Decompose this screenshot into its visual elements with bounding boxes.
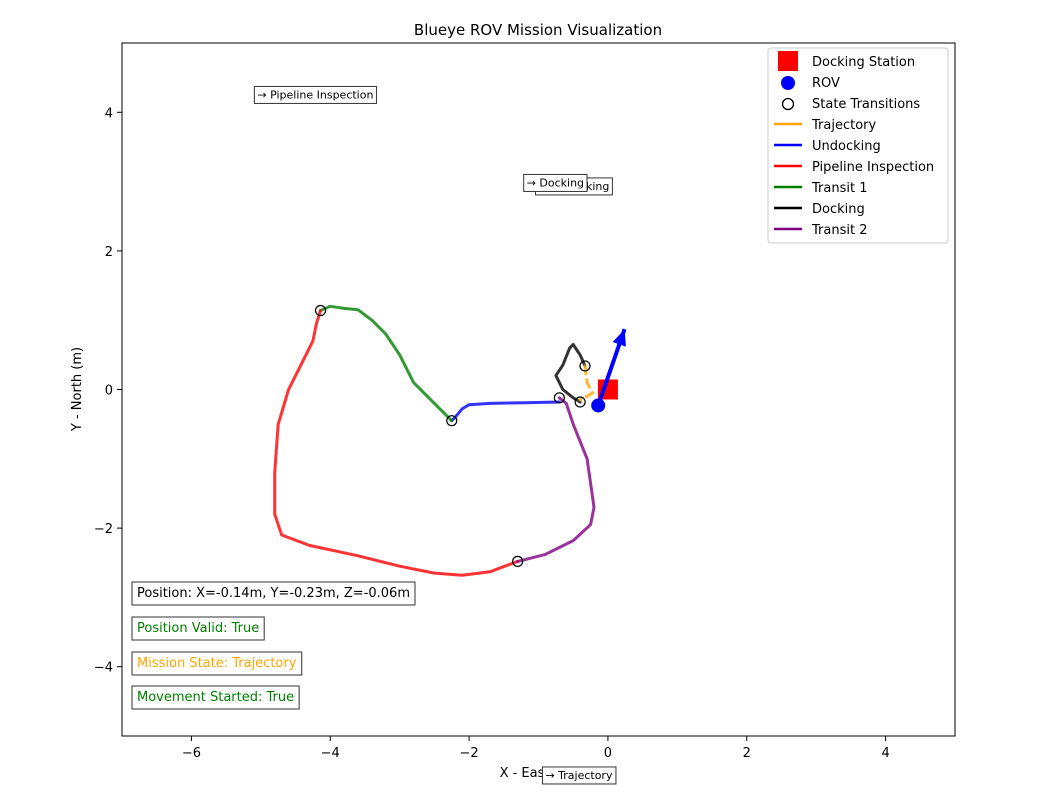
status-text-2: Position Valid: True bbox=[137, 621, 259, 636]
legend-box bbox=[767, 47, 949, 244]
x-tick-label: −2 bbox=[459, 746, 478, 761]
x-tick-label: −6 bbox=[182, 746, 201, 761]
state-transition-marker bbox=[446, 415, 458, 427]
series-transit-1-line bbox=[319, 304, 454, 423]
legend-docking-station-swatch bbox=[778, 51, 798, 71]
annotation-docking-box bbox=[523, 173, 588, 192]
series-pipeline-inspection-line bbox=[273, 309, 520, 577]
status-text-2-box bbox=[131, 616, 265, 641]
annotation-pipeline-inspection: → Pipeline Inspection bbox=[257, 88, 373, 101]
state-transition-marker bbox=[314, 304, 327, 317]
x-tick-label: 2 bbox=[743, 746, 751, 761]
legend-transit-1-label: Transit 1 bbox=[811, 181, 867, 196]
chart-title: Blueye ROV Mission Visualization bbox=[414, 21, 662, 39]
status-text-3-box bbox=[131, 651, 303, 676]
status-text-2-group: Position Valid: True bbox=[131, 616, 265, 641]
legend-trajectory-label: Trajectory bbox=[811, 118, 876, 133]
state-transition-marker bbox=[579, 360, 591, 372]
x-tick-label: −4 bbox=[321, 746, 340, 761]
legend-pipeline-inspection-label: Pipeline Inspection bbox=[812, 160, 934, 175]
state-transition-marker bbox=[512, 555, 524, 567]
annotation-docking-group: → Docking bbox=[523, 173, 588, 192]
legend-state-transitions-swatch bbox=[781, 97, 795, 111]
rov-marker bbox=[591, 398, 606, 413]
legend-docking-label: Docking bbox=[812, 202, 865, 217]
legend-rov-swatch bbox=[781, 76, 795, 90]
status-text-1-box bbox=[131, 581, 416, 606]
annotation-trajectory-box bbox=[541, 766, 617, 785]
legend-docking-station-label: Docking Station bbox=[812, 55, 915, 70]
status-text-1: Position: X=-0.14m, Y=-0.23m, Z=-0.06m bbox=[137, 586, 410, 601]
y-tick-label: −2 bbox=[94, 522, 113, 537]
series-transit-2-line bbox=[516, 396, 596, 563]
annotation-pipeline-inspection-box bbox=[253, 85, 377, 104]
legend-state-transitions-label: State Transitions bbox=[812, 97, 920, 112]
annotation-pipeline-inspection-group: → Pipeline Inspection bbox=[253, 85, 377, 104]
annotation-docking: → Docking bbox=[527, 176, 584, 189]
legend-undocking-label: Undocking bbox=[812, 139, 881, 154]
y-tick-label: 0 bbox=[105, 384, 113, 399]
annotation-trajectory: → Trajectory bbox=[545, 769, 613, 782]
legend-rov-label: ROV bbox=[812, 76, 840, 91]
status-text-3: Mission State: Trajectory bbox=[137, 656, 297, 671]
status-text-4-group: Movement Started: True bbox=[131, 685, 300, 710]
series-docking-line bbox=[554, 343, 587, 404]
rov-heading-arrowhead bbox=[612, 329, 626, 347]
x-tick-label: 4 bbox=[881, 746, 889, 761]
legend-transit-2-label: Transit 2 bbox=[811, 223, 867, 238]
y-tick-label: 4 bbox=[105, 106, 113, 121]
status-text-4-box bbox=[131, 685, 300, 710]
status-text-4: Movement Started: True bbox=[137, 690, 294, 705]
y-tick-label: 2 bbox=[105, 245, 113, 260]
state-transition-marker bbox=[553, 392, 565, 404]
annotation-trajectory-group: → Trajectory bbox=[541, 766, 617, 785]
x-tick-label: 0 bbox=[604, 746, 612, 761]
status-text-3-group: Mission State: Trajectory bbox=[131, 651, 303, 676]
series-trajectory-line bbox=[578, 364, 595, 402]
y-tick-label: −4 bbox=[94, 661, 113, 676]
series-undocking-line bbox=[450, 400, 561, 423]
state-transition-marker bbox=[574, 396, 586, 408]
status-text-1-group: Position: X=-0.14m, Y=-0.23m, Z=-0.06m bbox=[131, 581, 416, 606]
y-axis-label: Y - North (m) bbox=[70, 347, 85, 432]
